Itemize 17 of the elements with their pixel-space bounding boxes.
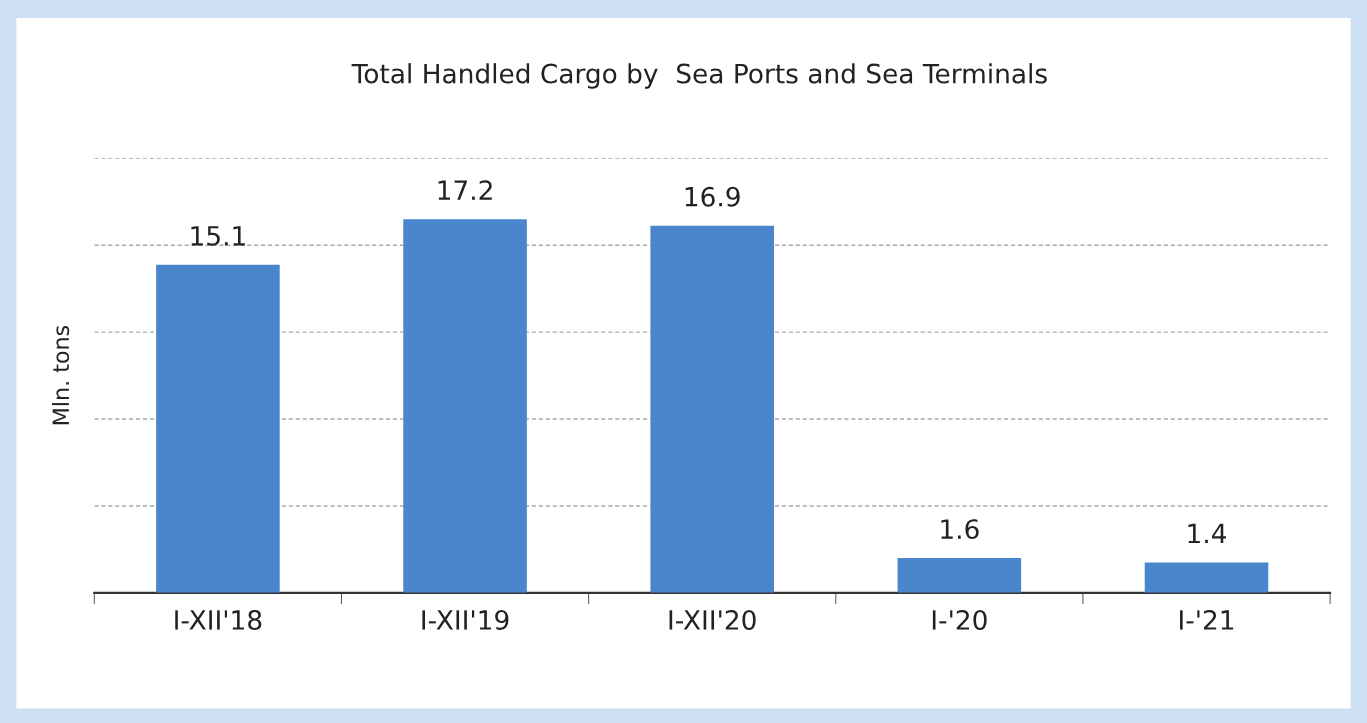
data-label: 1.6 [941,519,979,540]
x-tick-label: I-XII'19 [422,609,509,630]
bar [897,558,1022,593]
data-label: 15.1 [191,226,245,246]
bar [156,264,280,593]
x-tick-label: I-'20 [932,609,987,630]
x-tick-label: I-XII'20 [669,609,756,630]
x-tick-label: I-'21 [1180,609,1234,630]
data-label: 17.2 [438,180,492,200]
data-label: 1.4 [1188,523,1227,544]
y-axis-title: Mln. tons [51,325,70,425]
bar [1144,562,1269,593]
bar [650,225,774,593]
data-label: 16.9 [685,186,740,207]
chart-title: Total Handled Cargo by Sea Ports and Sea Terminals [351,63,1047,89]
bar [403,219,527,593]
x-tick-label: I-XII'18 [175,609,262,630]
